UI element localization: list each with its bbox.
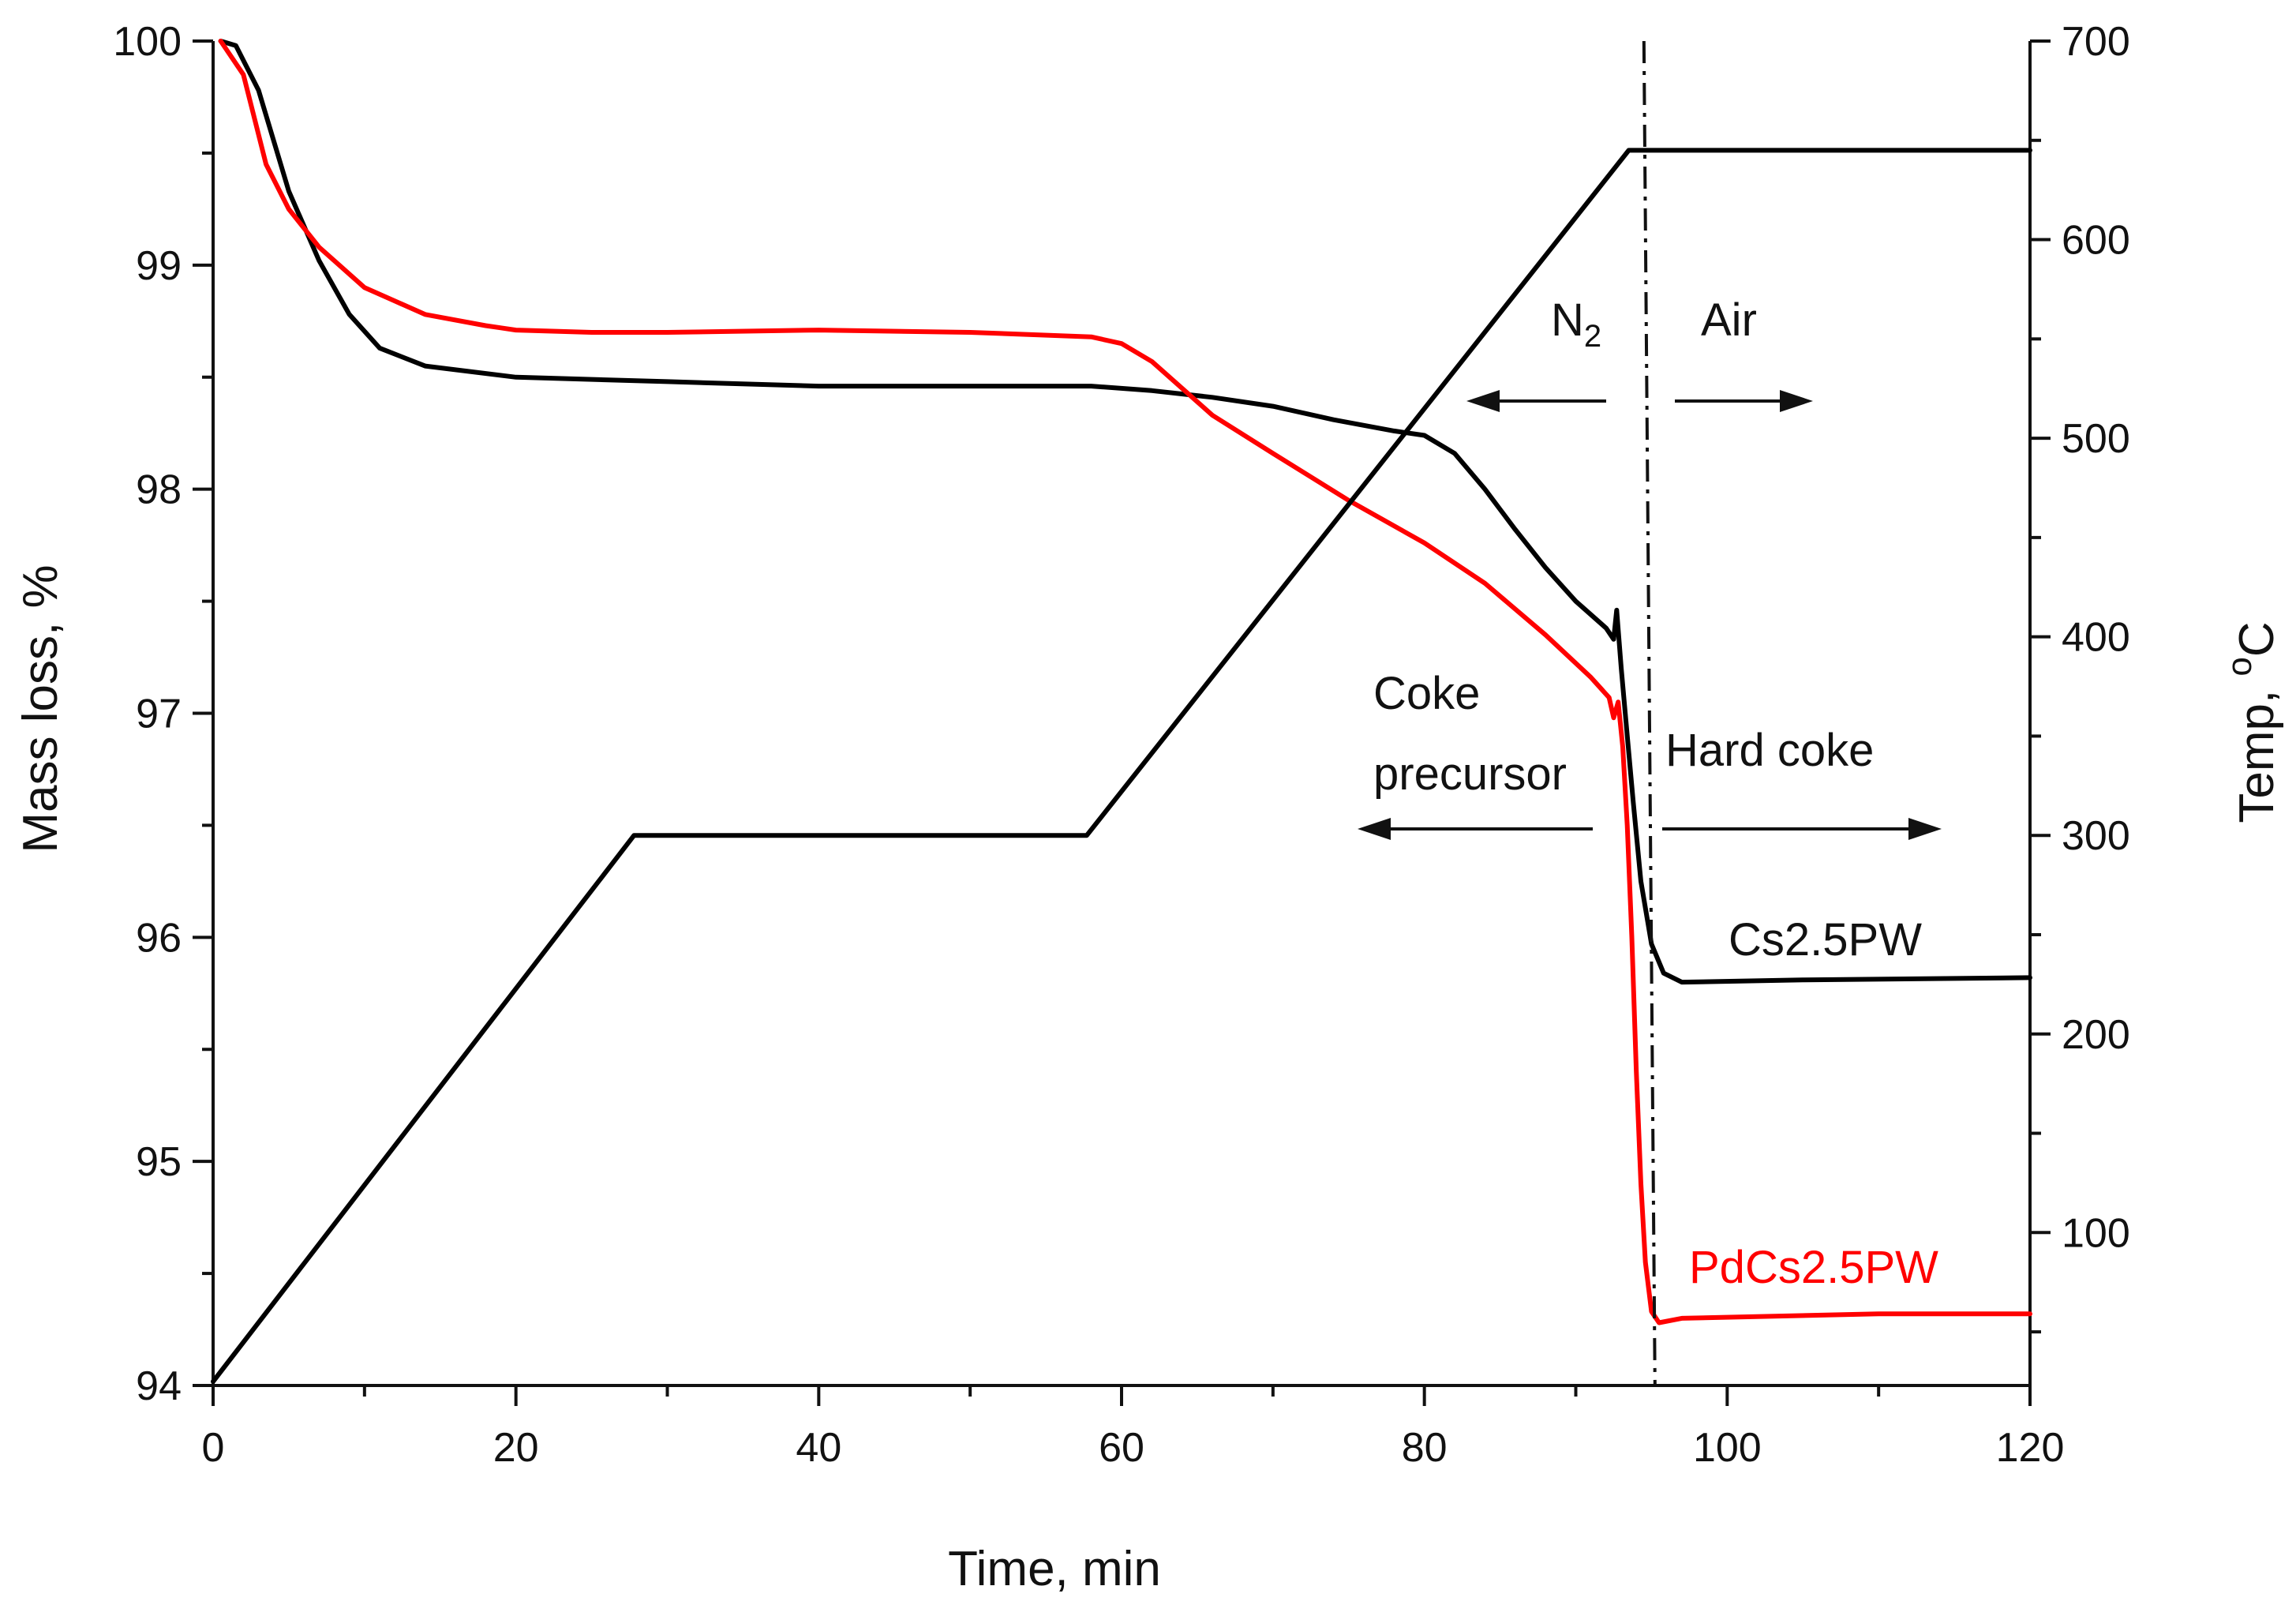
y-right-tick-label: 500 xyxy=(2062,416,2130,462)
series-cs2-5pw xyxy=(218,39,2032,985)
series-layer xyxy=(211,39,2032,1384)
coke-label-line1: Coke xyxy=(1373,668,1480,719)
air-label: Air xyxy=(1701,294,1757,346)
y-left-axis-title: Mass loss, % xyxy=(13,564,68,853)
coke-label-line2: precursor xyxy=(1373,748,1567,800)
series-label-pdcs25pw: PdCs2.5PW xyxy=(1689,1242,1938,1293)
x-axis-title: Time, min xyxy=(948,1542,1161,1596)
x-tick-label: 100 xyxy=(1693,1425,1762,1471)
y-left-tick-label: 94 xyxy=(136,1363,182,1409)
y-left-tick-label: 99 xyxy=(136,243,182,289)
y-right-tick-label: 600 xyxy=(2062,218,2130,264)
x-tick-label: 120 xyxy=(1996,1425,2065,1471)
n2-air-divider-line xyxy=(1642,40,1657,1386)
y-right-tick-label: 100 xyxy=(2062,1210,2130,1256)
n2-label: N2 xyxy=(1551,294,1601,354)
y-right-tick-label: 200 xyxy=(2062,1012,2130,1058)
y-left-tick-label: 97 xyxy=(136,692,182,737)
ticks: 0 20 40 60 80 100 120 94 95 96 97 98 99 100 100 200 300 4… xyxy=(113,19,2130,1471)
x-tick-label: 60 xyxy=(1099,1425,1144,1471)
x-tick-label: 20 xyxy=(493,1425,539,1471)
hard-coke-arrow xyxy=(1662,818,1942,840)
y-left-tick-label: 100 xyxy=(113,19,182,65)
x-tick-label: 0 xyxy=(202,1425,225,1471)
n2-arrow xyxy=(1466,390,1606,412)
x-tick-label: 40 xyxy=(796,1425,841,1471)
axes xyxy=(212,41,2032,1387)
air-arrow xyxy=(1675,390,1813,412)
y-left-tick-label: 98 xyxy=(136,467,182,513)
x-tick-label: 80 xyxy=(1402,1425,1448,1471)
series-pdcs2-5pw xyxy=(218,39,2032,1325)
series-temperature xyxy=(211,148,2032,1384)
y-right-tick-label: 400 xyxy=(2062,615,2130,661)
y-right-tick-label: 300 xyxy=(2062,813,2130,859)
y-left-tick-label: 96 xyxy=(136,915,182,961)
hard-coke-label: Hard coke xyxy=(1665,725,1874,776)
y-left-tick-label: 95 xyxy=(136,1139,182,1185)
y-right-axis-title: Temp, oC xyxy=(2220,621,2284,823)
y-right-tick-label: 700 xyxy=(2062,19,2130,65)
series-label-cs25pw: Cs2.5PW xyxy=(1729,914,1922,965)
coke-precursor-arrow xyxy=(1358,818,1593,840)
